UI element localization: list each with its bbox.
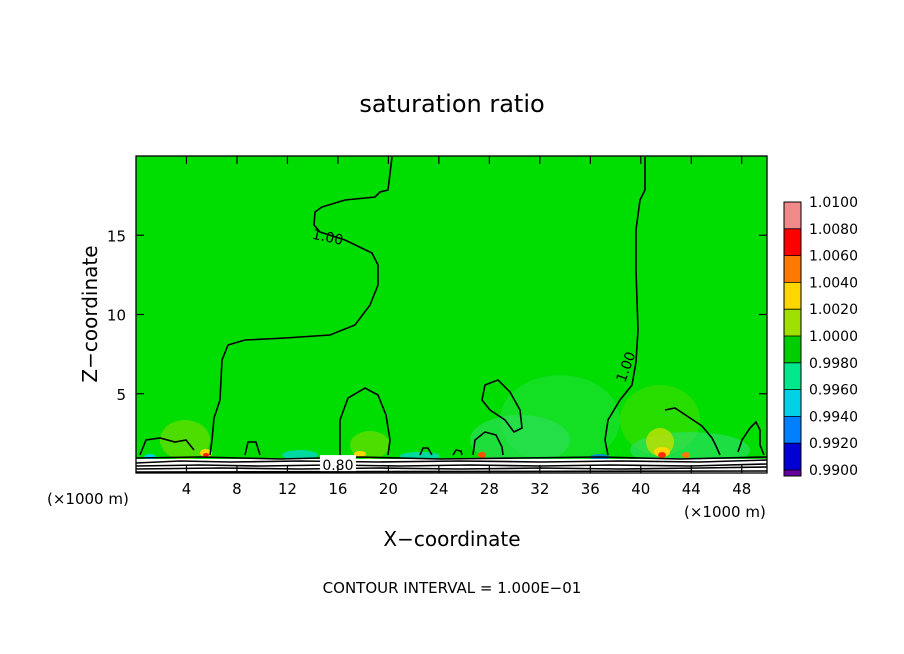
x-tick-label: 20 — [379, 480, 398, 498]
contour-lines — [135, 156, 768, 473]
contour-interval-note: CONTOUR INTERVAL = 1.000E−01 — [323, 579, 582, 597]
y-axis: 5 10 15 — [107, 227, 767, 404]
y-tick-label: 15 — [107, 227, 126, 245]
contour-labels: 1.001.000.80 — [311, 227, 640, 474]
colorbar-label: 0.9940 — [809, 409, 858, 425]
colorbar-swatch — [784, 443, 801, 470]
colorbar-swatch — [784, 416, 801, 444]
x-axis: 4 8 12 16 20 24 28 32 36 40 44 48 — [182, 156, 751, 498]
x-tick-label: 40 — [631, 480, 650, 498]
colorbar-label: 1.0020 — [809, 302, 858, 318]
colorbar-label: 1.0100 — [809, 195, 858, 211]
colorbar-label: 0.9980 — [809, 356, 858, 372]
x-tick-label: 44 — [682, 480, 701, 498]
y-tick-label: 5 — [116, 386, 126, 404]
x-tick-label: 4 — [182, 480, 192, 498]
colorbar: 1.0100 1.0080 1.0060 1.0040 1.0020 1.0000 0.99… — [783, 195, 858, 479]
x-tick-label: 36 — [581, 480, 600, 498]
x-tick-label: 32 — [530, 480, 549, 498]
colorbar-swatch — [784, 336, 801, 363]
x-tick-label: 12 — [278, 480, 297, 498]
colorbar-label: 1.0000 — [809, 329, 858, 345]
colorbar-swatch — [784, 255, 801, 283]
x-unit-label-left: (×1000 m) — [47, 490, 129, 508]
colorbar-swatch — [784, 470, 801, 476]
x-axis-label: X−coordinate — [383, 527, 520, 551]
contour-label-bg — [319, 455, 356, 472]
colorbar-swatch — [784, 309, 801, 336]
x-tick-label: 8 — [232, 480, 242, 498]
x-tick-label: 48 — [732, 480, 751, 498]
colorbar-label: 1.0080 — [809, 222, 858, 238]
x-unit-label-right: (×1000 m) — [684, 503, 766, 521]
chart-title: saturation ratio — [359, 90, 544, 118]
colorbar-label: 0.9960 — [809, 383, 858, 399]
colorbar-label: 0.9900 — [809, 463, 858, 479]
colorbar-swatch — [784, 202, 801, 229]
colorbar-swatch — [784, 362, 801, 390]
y-tick-label: 10 — [107, 307, 126, 325]
colorbar-swatch — [784, 389, 801, 417]
field-anomalies — [136, 375, 767, 473]
colorbar-label: 1.0040 — [809, 275, 858, 291]
colorbar-swatch — [784, 228, 801, 256]
contour-label: 1.00 — [311, 227, 345, 249]
colorbar-label: 0.9920 — [809, 436, 858, 452]
x-tick-label: 28 — [480, 480, 499, 498]
colorbar-swatch — [784, 282, 801, 310]
y-axis-label: Z−coordinate — [78, 245, 102, 382]
colorbar-label: 1.0060 — [809, 249, 858, 265]
x-tick-label: 24 — [429, 480, 448, 498]
x-tick-label: 16 — [328, 480, 347, 498]
